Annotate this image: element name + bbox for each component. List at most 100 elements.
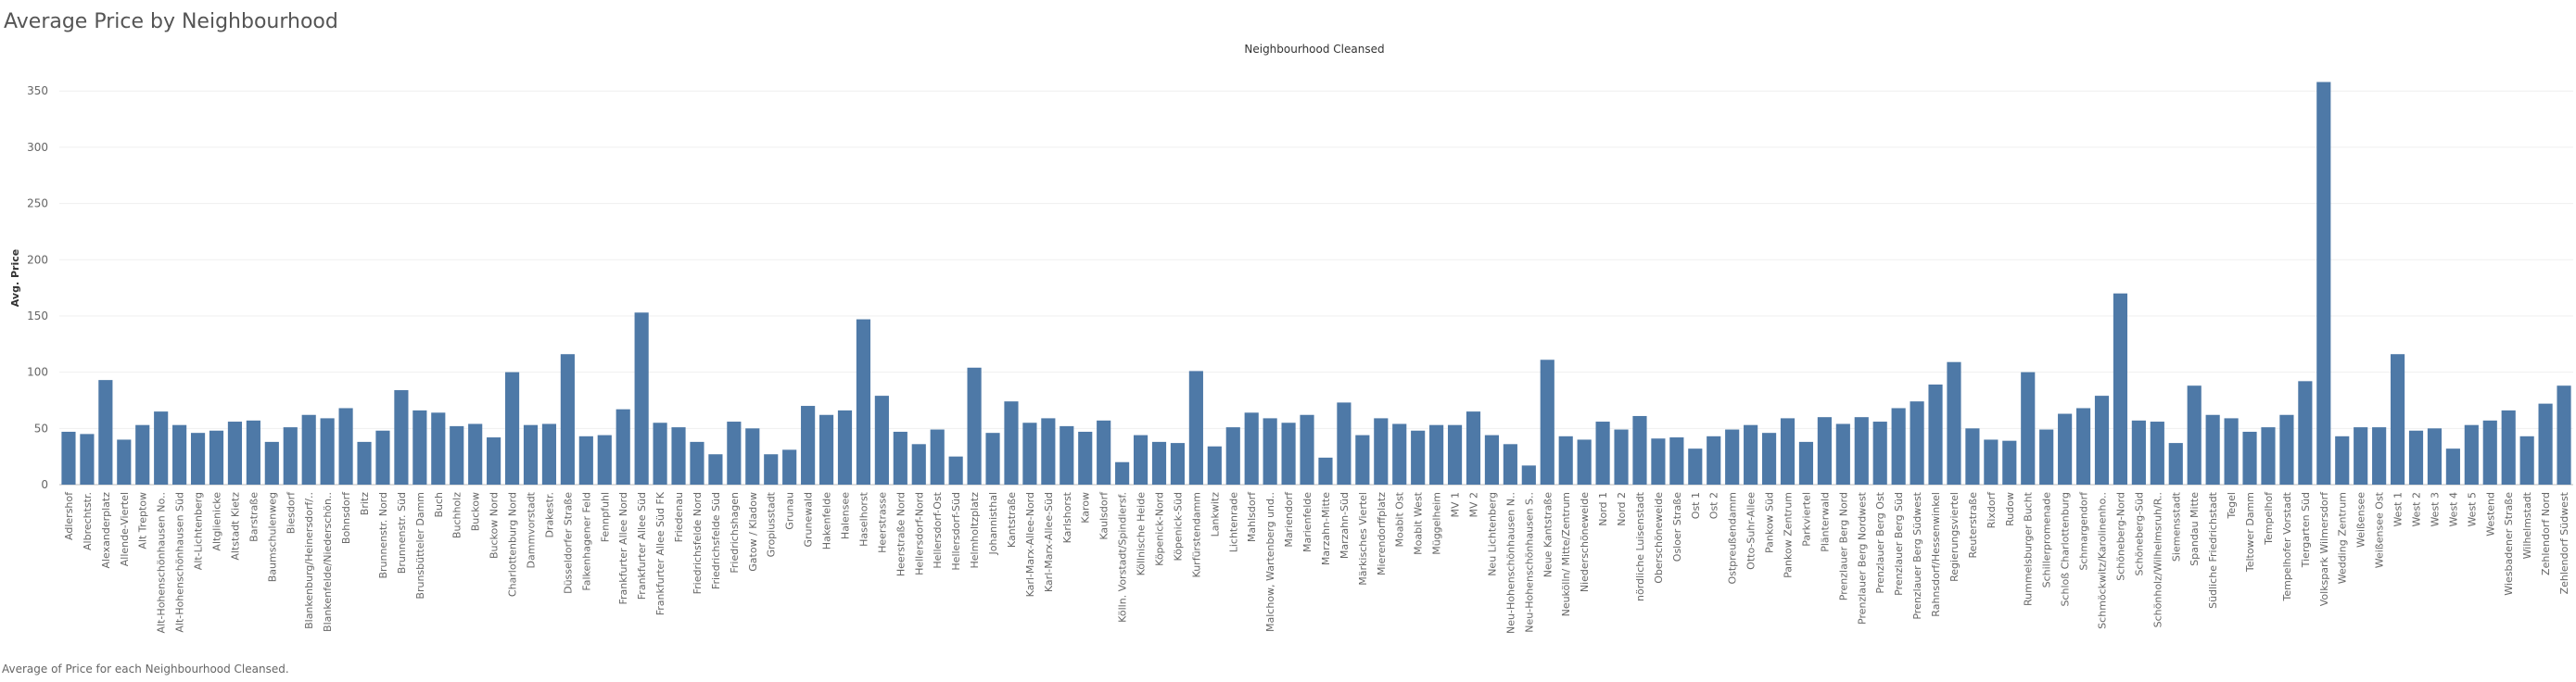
x-tick-label: Hakenfelde <box>821 492 833 549</box>
bar <box>357 441 372 485</box>
bar <box>2131 420 2146 485</box>
bar <box>1300 414 1314 485</box>
bar <box>1891 408 1906 485</box>
x-tick-label: Mierendorffplatz <box>1376 492 1388 575</box>
x-tick-label: Albrechtstr. <box>82 492 94 550</box>
bar <box>1558 436 1573 485</box>
x-tick-label: Kaulsdorf <box>1098 491 1110 540</box>
bar <box>209 430 224 485</box>
bar <box>80 434 95 485</box>
bar <box>523 424 539 485</box>
bar <box>1595 422 1610 485</box>
bar <box>172 424 187 485</box>
x-tick-label: Johannisthal <box>987 492 999 556</box>
x-tick-label: Barstraße <box>247 492 260 542</box>
bar <box>264 441 279 485</box>
x-tick-label: Schöneberg-Süd <box>2133 492 2145 575</box>
x-tick-label: Marzahn-Süd <box>1339 492 1351 559</box>
bar <box>154 411 169 485</box>
bar <box>468 423 483 485</box>
x-tick-label: Osloer Straße <box>1671 492 1683 562</box>
bar <box>2445 448 2460 485</box>
bar <box>2113 293 2128 485</box>
bar <box>1614 429 1629 485</box>
x-tick-label: Blankenburg/Heinersdorf/.. <box>303 492 315 629</box>
bar <box>190 433 206 485</box>
x-tick-label: Drakestr. <box>543 492 555 538</box>
bar <box>634 312 649 485</box>
x-tick-label: West 1 <box>2392 492 2405 527</box>
x-tick-label: Kantstraße <box>1006 492 1018 548</box>
bar <box>1780 418 1796 485</box>
bar <box>1225 427 1240 485</box>
bar <box>2519 436 2534 485</box>
x-tick-label: Prenzlauer Berg Süd <box>1893 492 1905 596</box>
bar <box>2298 381 2313 485</box>
bar <box>2464 424 2479 485</box>
x-tick-label: Grunewald <box>803 492 815 548</box>
x-tick-label: Parkviertel <box>1800 492 1812 547</box>
bar <box>2408 430 2424 485</box>
x-tick-label: Rudow <box>2004 492 2016 526</box>
x-tick-label: Brunsbütteler Damm <box>414 492 426 600</box>
x-tick-label: Moabit Ost <box>1394 491 1406 547</box>
bar <box>671 427 686 485</box>
x-tick-label: Karl-Marx-Allee-Süd <box>1043 492 1055 592</box>
bar <box>2075 408 2091 485</box>
x-tick-label: Weißensee Ost <box>2374 491 2386 568</box>
x-tick-label: Alt-Hohenschönhausen Süd <box>174 492 186 633</box>
x-tick-label: Charlottenburg Nord <box>507 492 519 597</box>
bar <box>227 422 243 485</box>
bar <box>911 444 926 485</box>
bar <box>1281 423 1296 485</box>
bar <box>597 435 612 485</box>
x-tick-label: Altstadt Kietz <box>229 492 241 561</box>
bar <box>690 441 704 485</box>
x-tick-label: Frankfurter Allee Nord <box>617 492 629 605</box>
x-tick-label: Teltower Damm <box>2244 492 2256 573</box>
bar <box>375 430 390 485</box>
x-tick-label: Neu Lichtenberg <box>1486 492 1498 576</box>
x-tick-label: Altglienicke <box>211 492 223 551</box>
bar <box>1484 435 1500 485</box>
x-tick-label: Karl-Marx-Allee-Nord <box>1024 492 1036 597</box>
bar <box>1817 417 1832 485</box>
x-tick-label: Köpenick-Nord <box>1154 492 1166 566</box>
x-tick-label: Wilhelmstadt <box>2521 491 2533 559</box>
bar <box>394 390 409 485</box>
x-tick-label: Müggelheim <box>1431 492 1443 555</box>
x-tick-label: Dammvorstadt <box>526 491 538 568</box>
bar <box>1337 402 1351 485</box>
x-tick-label: Friedrichsfelde Süd <box>710 492 722 589</box>
bar <box>283 427 298 485</box>
chart-title: Average Price by Neighbourhood <box>4 10 338 33</box>
x-tick-label: Marienfelde <box>1301 492 1313 552</box>
bar <box>2482 420 2497 485</box>
x-tick-label: Oberschöneweide <box>1653 492 1665 584</box>
bar <box>504 372 520 485</box>
bar <box>61 431 76 485</box>
bar <box>1133 435 1148 485</box>
x-tick-label: Spandau Mitte <box>2189 492 2201 566</box>
x-tick-label: West 3 <box>2429 492 2441 527</box>
x-tick-label: Adlershof <box>63 491 75 540</box>
bar <box>874 396 889 485</box>
x-tick-label: Volkspark Wilmersdorf <box>2318 491 2330 606</box>
bar <box>412 410 427 485</box>
bar <box>1835 423 1850 485</box>
bar <box>1447 424 1463 485</box>
bar <box>2316 82 2331 486</box>
bar <box>1632 415 1647 485</box>
x-tick-label: Frankfurter Allee Süd FK <box>654 491 666 615</box>
bar <box>764 454 779 485</box>
x-tick-label: Rahnsdorf/Hessenwinkel <box>1930 492 1942 617</box>
bar <box>98 380 113 485</box>
x-tick-label: Neukölln/ Mitte/Zentrum <box>1560 492 1572 616</box>
x-tick-label: Heerstraße Nord <box>895 492 907 576</box>
x-tick-label: Blankenfelde/Niederschön.. <box>322 492 334 632</box>
footer: Average of Price for each Neighbourhood … <box>2 663 289 676</box>
bar <box>1263 418 1277 485</box>
bar <box>2279 414 2294 485</box>
x-tick-label: Helmholtzplatz <box>969 492 981 569</box>
bar <box>1947 361 1961 485</box>
